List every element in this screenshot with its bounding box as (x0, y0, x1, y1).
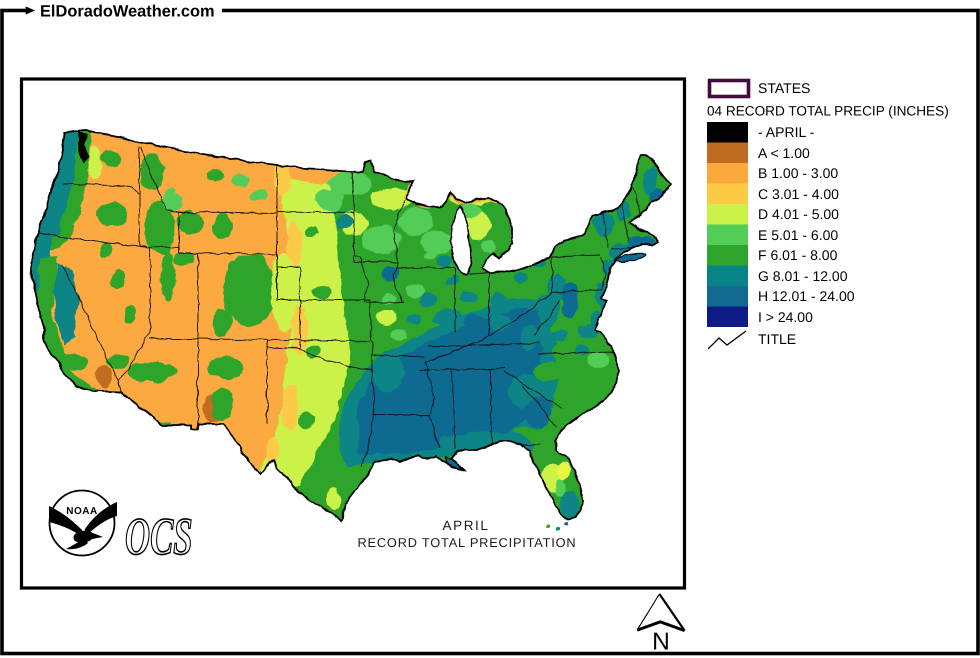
svg-text:E 5.01 - 6.00: E 5.01 - 6.00 (758, 227, 838, 243)
svg-text:F 6.01 - 8.00: F 6.01 - 8.00 (758, 247, 838, 263)
svg-text:TITLE: TITLE (758, 331, 796, 347)
svg-text:H 12.01 - 24.00: H 12.01 - 24.00 (758, 288, 855, 304)
svg-text:NOAA: NOAA (66, 506, 97, 517)
svg-text:04 RECORD TOTAL PRECIP (INCHES: 04 RECORD TOTAL PRECIP (INCHES) (707, 104, 949, 119)
svg-text:B 1.00 - 3.00: B 1.00 - 3.00 (758, 165, 838, 181)
svg-text:OCS: OCS (125, 508, 193, 566)
svg-text:APRIL: APRIL (442, 518, 489, 533)
svg-text:C 3.01 - 4.00: C 3.01 - 4.00 (758, 186, 839, 202)
svg-text:I > 24.00: I > 24.00 (758, 309, 813, 325)
svg-text:G 8.01 - 12.00: G 8.01 - 12.00 (758, 268, 848, 284)
svg-text:- APRIL -: - APRIL - (758, 124, 815, 140)
svg-text:N: N (652, 629, 670, 656)
svg-text:RECORD TOTAL PRECIPITATION: RECORD TOTAL PRECIPITATION (358, 535, 577, 550)
svg-text:D 4.01 - 5.00: D 4.01 - 5.00 (758, 206, 839, 222)
svg-text:ElDoradoWeather.com: ElDoradoWeather.com (40, 3, 215, 21)
svg-text:A < 1.00: A < 1.00 (758, 145, 810, 161)
svg-text:STATES: STATES (758, 80, 810, 96)
